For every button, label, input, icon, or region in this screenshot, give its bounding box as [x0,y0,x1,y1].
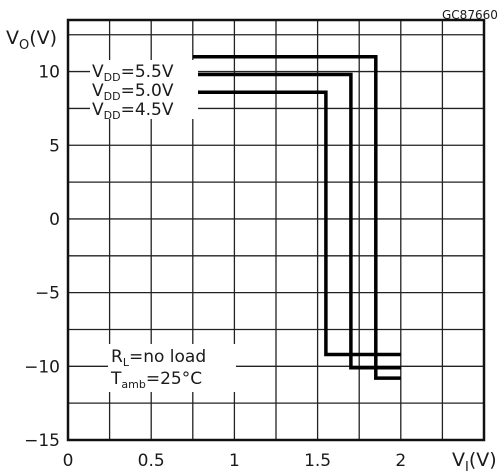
series-line-2 [192,90,401,357]
tick-labels: 0 0.5 1 1.5 2 −15 −10 −5 0 5 10 [24,63,406,471]
x-tick-label: 0.5 [138,451,165,471]
y-tick-label: −10 [24,357,60,377]
x-tick-label: 1 [229,451,240,471]
y-tick-label: 0 [49,210,60,230]
figure-code: GC87660 [442,8,498,22]
series-label-5v0: VDD=5.0V [92,81,174,103]
y-axis-label-unit: (V) [29,27,57,49]
y-axis-label-main: V [6,27,19,49]
y-tick-label: −15 [24,431,60,451]
y-tick-label: 10 [38,63,60,83]
x-axis-label-sub: I [465,460,469,475]
y-tick-label: −5 [35,284,60,304]
x-tick-label: 2 [395,451,406,471]
x-tick-label: 1.5 [304,451,331,471]
x-tick-label: 0 [63,451,74,471]
series-line-1 [192,72,401,370]
plot-frame [66,18,486,442]
series-label-4v5: VDD=4.5V [92,100,174,122]
series-line-0 [192,55,401,380]
series-label-5v5: VDD=5.5V [92,62,174,84]
series-lines [192,55,401,380]
annotation-box: RL=no load Tamb=25°C [108,344,236,392]
x-axis-label-main: V [452,449,465,471]
annotation-temp: Tamb=25°C [110,369,202,391]
y-axis-label: VO(V) [6,27,57,53]
legend-labels: VDD=5.5V VDD=5.0V VDD=4.5V [90,60,198,122]
x-axis-label-unit: (V) [469,449,497,471]
x-axis-label: VI(V) [452,449,497,475]
y-tick-label: 5 [49,136,60,156]
annotation-load: RL=no load [111,347,206,369]
y-axis-label-sub: O [19,38,29,53]
